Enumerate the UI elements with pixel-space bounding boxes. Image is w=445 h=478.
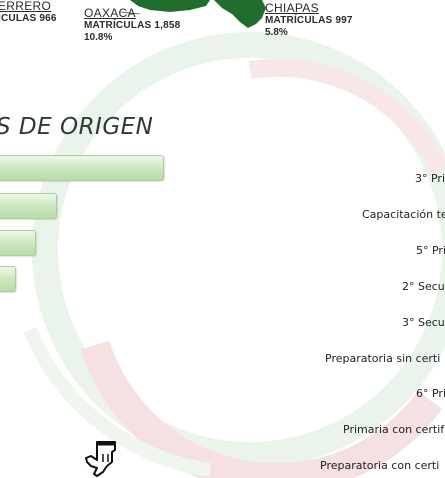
bar-4 (0, 266, 17, 292)
state-label-guerrero: ERRERO ICULAS 966 (0, 0, 57, 25)
category-label: 6° Pri (416, 387, 445, 401)
bar-2 (0, 193, 58, 219)
category-label: 2° Secun (402, 279, 445, 293)
category-label: 5° Pri (416, 243, 445, 257)
state-pct: 5.8% (265, 27, 288, 38)
category-label: Primaria con certif (343, 423, 445, 437)
state-name: CHIAPAS (265, 1, 319, 15)
section-title: S DE ORIGEN (0, 114, 154, 140)
state-name: OAXACA (84, 6, 136, 20)
bar-1 (0, 155, 164, 181)
category-label: Preparatoria sin certi (325, 351, 441, 365)
state-label-chiapas: CHIAPAS MATRÍCULAS 997 5.8% (265, 2, 353, 39)
oaxaca-map-shape (130, 0, 210, 12)
category-label: Capacitación te (362, 207, 445, 221)
state-stat: MATRÍCULAS 1,858 (84, 20, 181, 31)
oaxaca-leader-line (119, 11, 141, 15)
hand-pointer-icon[interactable] (83, 440, 119, 478)
chiapas-map-shape (214, 0, 266, 28)
category-label: Preparatoria con certi (320, 459, 440, 473)
map-fragments (119, 0, 266, 28)
state-name: ERRERO (0, 0, 52, 13)
bar-3 (0, 230, 36, 256)
category-label: 3° Secun (402, 315, 445, 329)
state-label-oaxaca: OAXACA MATRÍCULAS 1,858 10.8% (84, 7, 180, 44)
state-pct: 10.8% (84, 32, 113, 43)
category-label: 3° Pri (415, 172, 445, 185)
state-stat: ICULAS 966 (0, 13, 57, 24)
state-stat: MATRÍCULAS 997 (265, 15, 353, 26)
